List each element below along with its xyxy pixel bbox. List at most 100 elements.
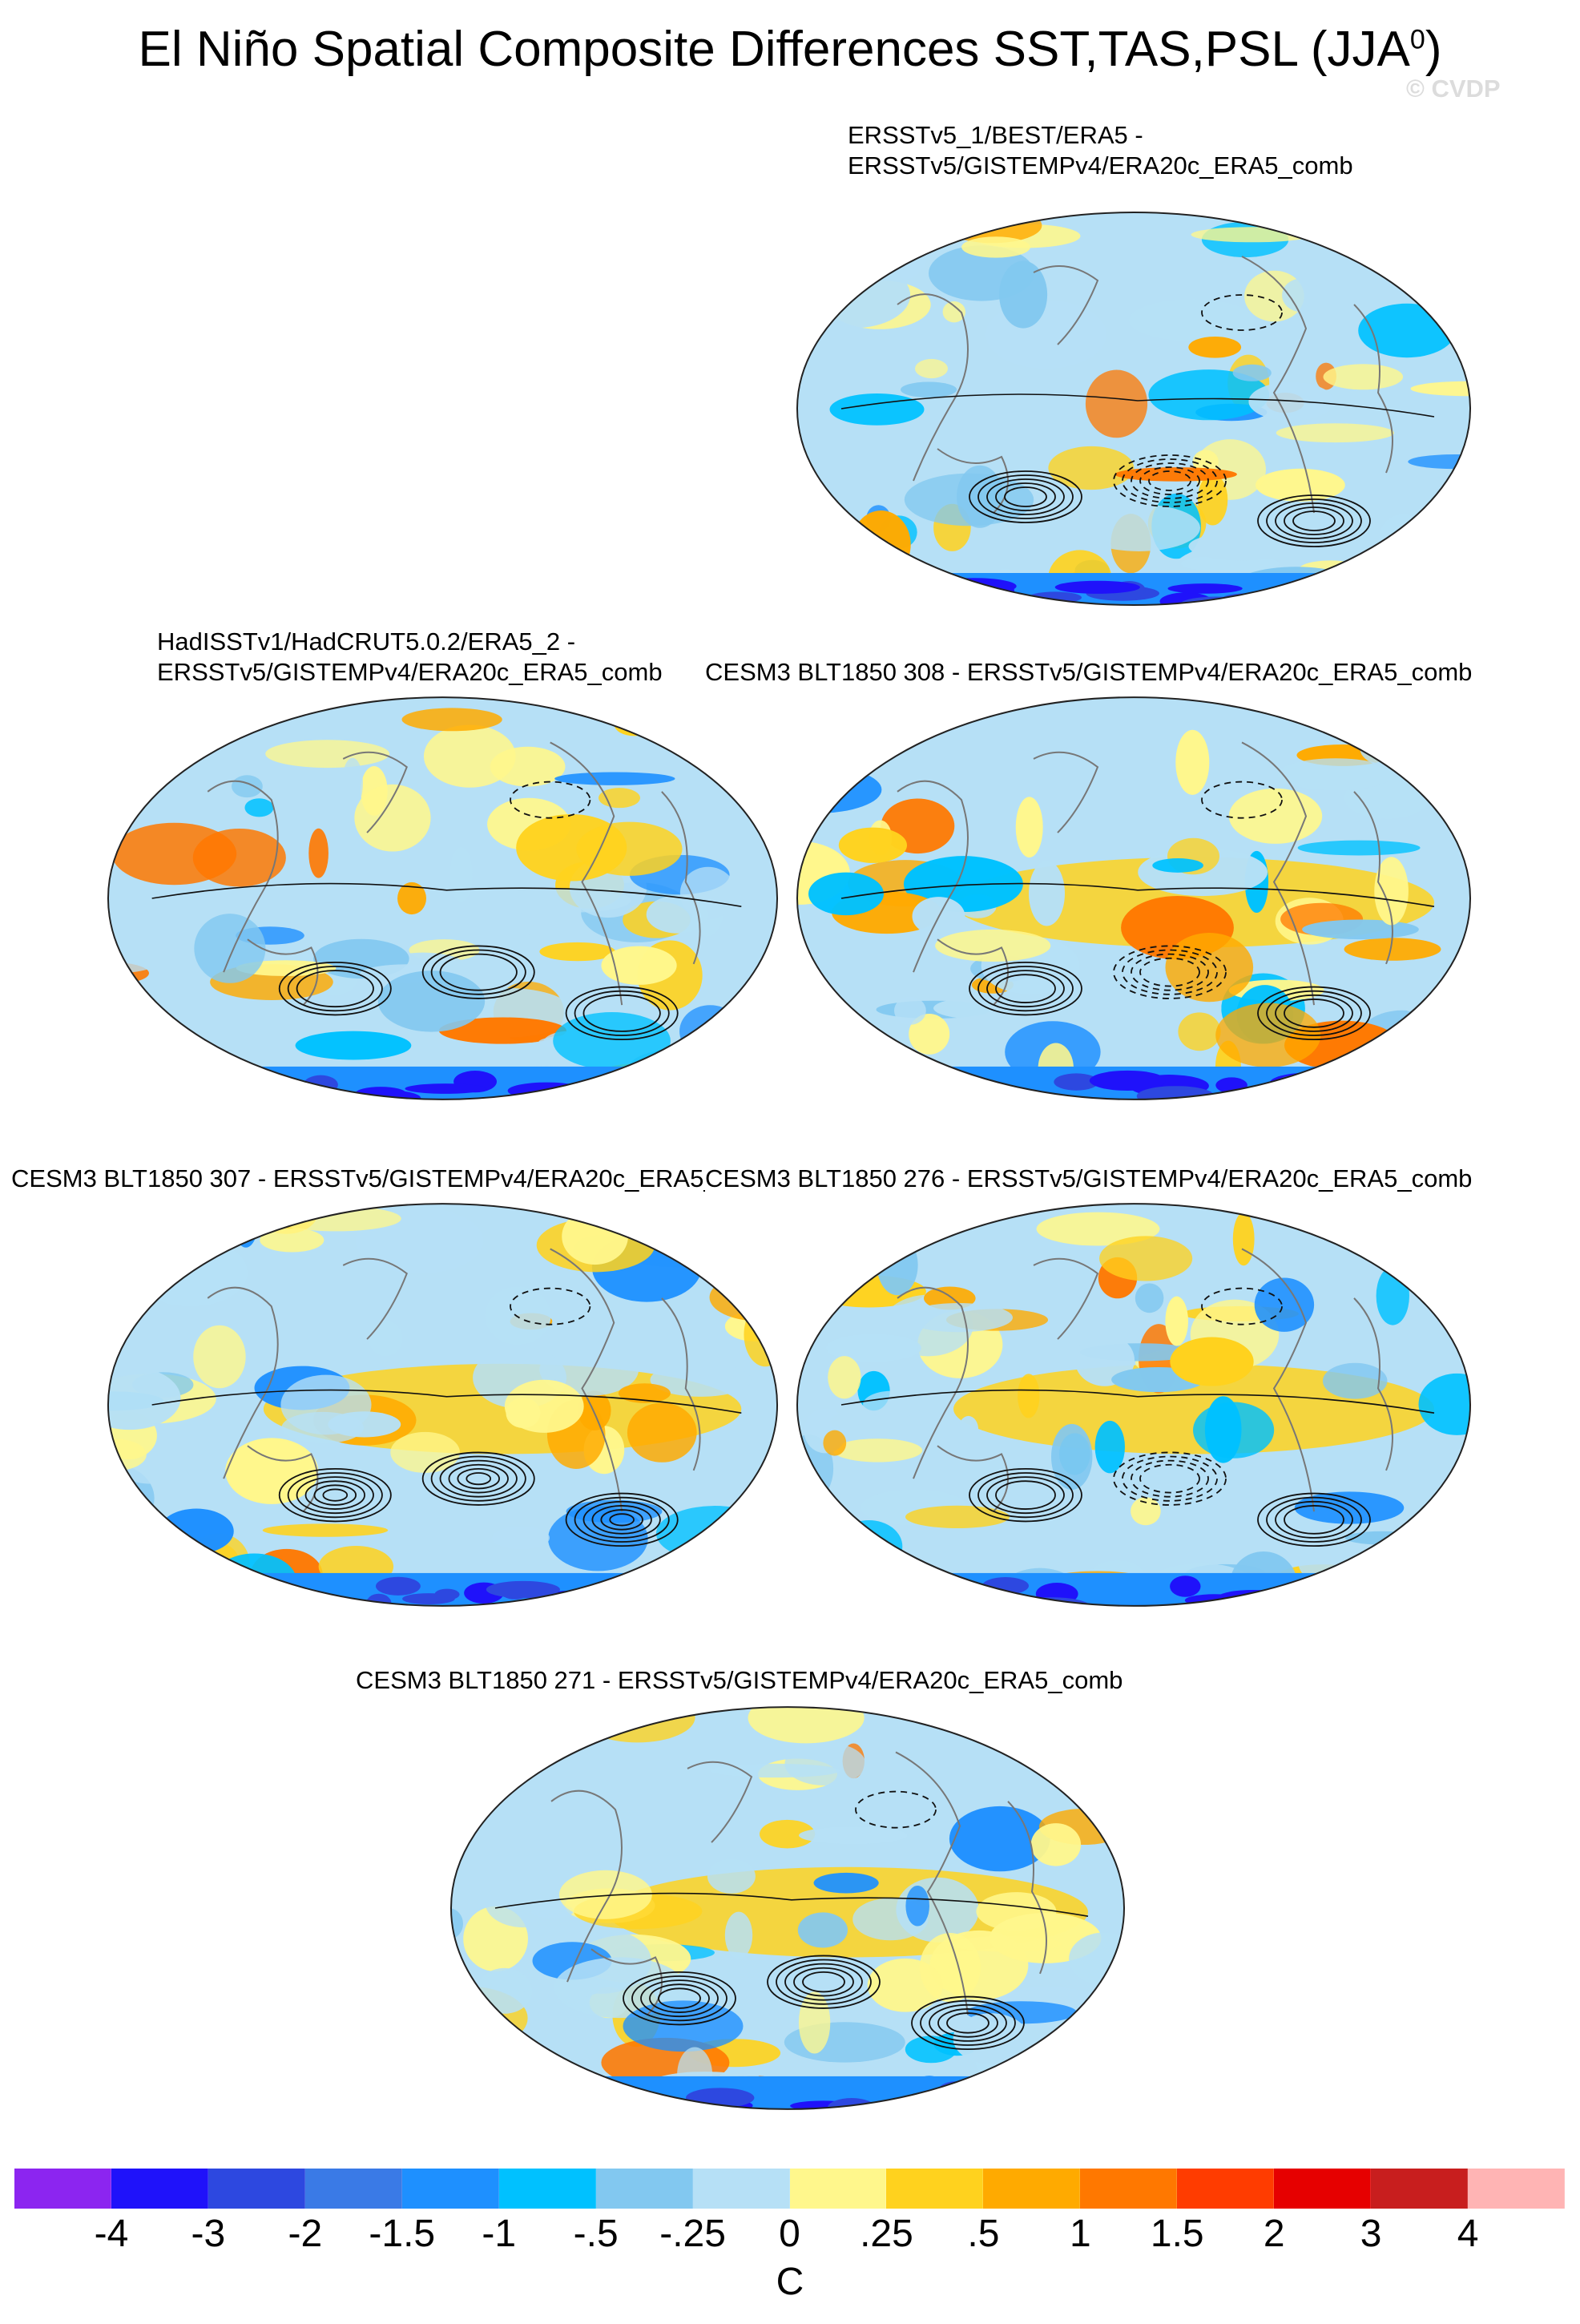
- psl-contour: [840, 1389, 1435, 1414]
- anomaly-patch: [704, 1221, 778, 1249]
- psl-contour: [840, 882, 1435, 908]
- anomaly-patch: [485, 1286, 551, 1346]
- anomaly-patch: [813, 1872, 879, 1894]
- coastline: [1353, 1297, 1393, 1471]
- anomaly-patch: [614, 712, 655, 736]
- coastline: [897, 780, 969, 973]
- coastline: [1033, 751, 1099, 833]
- psl-contour: [995, 1480, 1056, 1510]
- antarctic-anomaly: [375, 1576, 421, 1596]
- psl-contour: [1266, 1496, 1362, 1543]
- colorbar: [14, 2169, 1565, 2209]
- psl-contour: [591, 1505, 652, 1535]
- colorbar-box: [595, 2169, 693, 2209]
- psl-contour: [969, 961, 1082, 1016]
- anomaly-patch: [719, 1277, 778, 1300]
- psl-contour: [439, 953, 518, 991]
- anomaly-patch: [1148, 369, 1270, 421]
- anomaly-patch: [797, 1322, 816, 1346]
- colorbar-box: [111, 2169, 208, 2209]
- anomaly-patch: [760, 1819, 816, 1849]
- coastline: [1353, 791, 1393, 965]
- anomaly-patch: [838, 827, 907, 863]
- antarctic-anomaly: [949, 1592, 986, 1606]
- anomaly-patch: [1094, 1420, 1125, 1474]
- antarctic-anomaly: [1271, 1081, 1321, 1094]
- colorbar-box: [1371, 2169, 1469, 2209]
- colorbar-tick-label: 2: [1263, 2213, 1285, 2255]
- anomaly-patch: [194, 914, 266, 983]
- colorbar-units: C: [776, 2261, 804, 2303]
- anomaly-patch: [710, 1763, 840, 1778]
- antarctic-anomaly: [405, 1083, 486, 1094]
- colorbar-tick-label: 0: [779, 2213, 800, 2255]
- anomaly-patch: [748, 1707, 865, 1744]
- anomaly-patch: [377, 970, 486, 1032]
- anomaly-patch: [457, 896, 532, 950]
- anomaly-patch: [797, 1234, 859, 1289]
- psl-contour: [911, 1995, 1025, 2051]
- map-border: [107, 1203, 779, 1607]
- psl-contour: [649, 1983, 710, 2013]
- anomaly-patch: [492, 1526, 550, 1550]
- anomaly-patch: [655, 1506, 774, 1562]
- anomaly-patch: [554, 772, 675, 785]
- anomaly-patch: [1188, 337, 1242, 358]
- psl-contour: [784, 1963, 863, 2001]
- anomaly-patch: [682, 1204, 778, 1253]
- psl-contour: [574, 990, 670, 1036]
- antarctic-anomaly: [913, 2102, 981, 2109]
- anomaly-patch: [1344, 1531, 1419, 1545]
- anomaly-patch: [601, 946, 677, 985]
- psl-contour: [1122, 949, 1218, 995]
- cvdp-watermark: © CVDP: [1406, 75, 1501, 103]
- colorbar-box: [401, 2169, 499, 2209]
- colorbar-box: [1080, 2169, 1178, 2209]
- psl-contour: [1201, 1287, 1283, 1325]
- anomaly-patch: [935, 929, 1051, 962]
- anomaly-patch: [107, 1366, 181, 1430]
- anomaly-patch: [824, 1524, 883, 1591]
- psl-contour: [448, 1463, 509, 1494]
- psl-contour: [439, 1459, 518, 1498]
- psl-contour: [313, 1484, 357, 1506]
- anomaly-patch: [808, 872, 884, 916]
- psl-contour: [1131, 462, 1209, 499]
- psl-contour: [986, 970, 1065, 1008]
- colorbar-tick-labels: -4 -3 -2 -1.5 -1 -.5 -.25 0 .25 .5 1 1.5 2 3 4: [14, 2212, 1565, 2260]
- coastline: [1353, 304, 1393, 474]
- antarctic-anomaly: [434, 1588, 460, 1600]
- psl-contour: [304, 1480, 365, 1510]
- anomaly-patch: [894, 996, 926, 1025]
- coastline: [550, 1789, 623, 1983]
- anomaly-patch: [368, 1321, 403, 1357]
- map-panel-3: [796, 696, 1471, 1100]
- psl-contour: [1257, 1492, 1371, 1547]
- anomaly-patch: [826, 1333, 921, 1362]
- colorbar-tick-label: -2: [288, 2213, 323, 2255]
- anomaly-patch: [1036, 1212, 1160, 1246]
- anomaly-patch: [260, 1228, 324, 1253]
- coastline: [247, 938, 319, 1006]
- panel-4-title: CESM3 BLT1850 307 - ERSSTv5/GISTEMPv4/ER…: [11, 1164, 779, 1192]
- anomaly-patch: [724, 1911, 753, 1959]
- colorbar-tick-label: .5: [967, 2213, 1000, 2255]
- psl-contour: [977, 474, 1074, 519]
- map-panel-6: [450, 1706, 1125, 2110]
- anomaly-patch: [449, 846, 473, 902]
- anomaly-patch: [390, 1431, 460, 1473]
- colorbar-box: [1177, 2169, 1275, 2209]
- anomaly-patch: [760, 1594, 778, 1606]
- psl-contour: [1139, 466, 1200, 495]
- psl-contour: [855, 1790, 937, 1829]
- anomaly-patch: [530, 1903, 574, 1919]
- anomaly-patch: [851, 510, 911, 579]
- anomaly-patch: [1415, 511, 1439, 576]
- antarctic-anomaly: [240, 1077, 282, 1097]
- colorbar-box: [14, 2169, 111, 2209]
- anomaly-patch: [1131, 1497, 1161, 1526]
- anomaly-patch: [799, 1826, 908, 1845]
- psl-contour: [421, 945, 535, 999]
- psl-contour: [767, 1955, 881, 2009]
- anomaly-patch: [271, 1205, 401, 1232]
